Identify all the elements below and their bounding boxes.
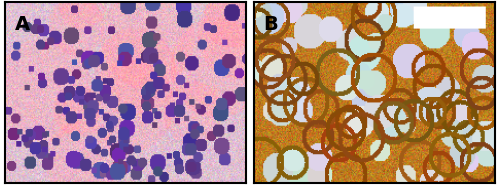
Text: B: B <box>264 15 278 33</box>
Text: A: A <box>14 15 30 33</box>
